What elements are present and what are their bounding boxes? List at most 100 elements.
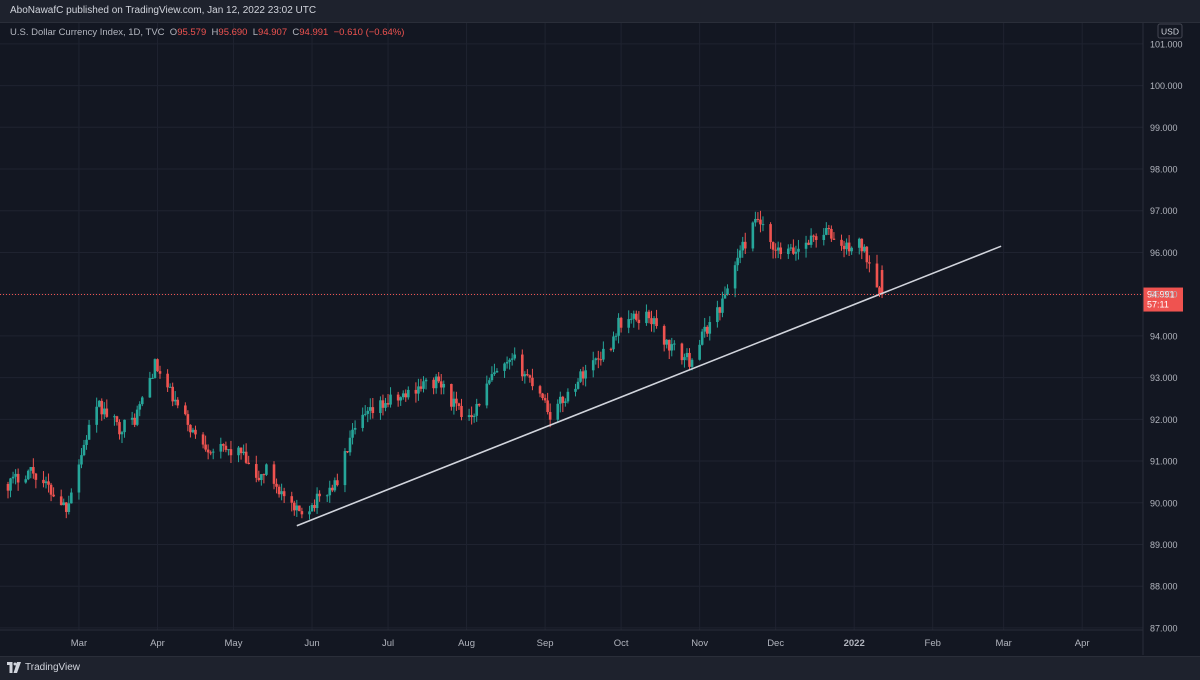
candle-body xyxy=(113,416,116,418)
time-axis-label: 2022 xyxy=(844,638,865,649)
price-axis-label: 101.000 xyxy=(1150,39,1183,49)
candle-body xyxy=(95,406,98,425)
candle-down xyxy=(743,232,747,254)
candle-body xyxy=(822,234,826,240)
header-bar: AboNawafC published on TradingView.com, … xyxy=(0,0,1200,23)
candle-down xyxy=(814,233,818,248)
candle-up xyxy=(652,316,656,333)
candle-up xyxy=(475,398,478,422)
candle-up xyxy=(579,369,582,383)
candle-body xyxy=(670,344,674,351)
candle-body xyxy=(363,413,367,415)
candle-body xyxy=(346,451,349,453)
candle-body xyxy=(683,357,686,361)
candle-up xyxy=(857,237,861,255)
candle-down xyxy=(520,349,524,381)
candle-body xyxy=(351,429,354,438)
time-axis-label: May xyxy=(225,638,243,649)
close-label: C xyxy=(292,27,300,38)
tradingview-logo-icon xyxy=(7,662,21,673)
candle-body xyxy=(743,241,747,249)
candle-body xyxy=(830,228,833,239)
candle-body xyxy=(348,437,352,453)
candle-body xyxy=(201,434,205,445)
candle-body xyxy=(401,393,405,398)
candle-body xyxy=(82,444,86,456)
candle-body xyxy=(204,444,207,450)
candle-down xyxy=(105,399,109,418)
candle-body xyxy=(282,491,286,497)
candle-down xyxy=(543,394,547,403)
candle-up xyxy=(789,243,793,252)
candle-up xyxy=(513,347,516,361)
candle-down xyxy=(827,224,831,235)
candle-down xyxy=(224,441,228,453)
candle-body xyxy=(457,403,461,406)
candle-body xyxy=(614,335,618,337)
candle-up xyxy=(434,373,438,394)
time-axis-label: Mar xyxy=(995,638,1011,649)
candle-down xyxy=(272,461,276,490)
candle-body xyxy=(840,239,843,246)
candle-body xyxy=(24,479,28,483)
candle-body xyxy=(209,452,212,454)
chart-grid xyxy=(0,23,1143,630)
candle-body xyxy=(115,416,119,423)
candle-body xyxy=(102,408,106,415)
candle-body xyxy=(716,307,719,323)
candle-body xyxy=(776,247,780,251)
candle-down xyxy=(457,402,461,410)
candle-up xyxy=(379,396,382,420)
candle-up xyxy=(120,430,124,444)
candle-body xyxy=(561,396,565,403)
candle-body xyxy=(685,352,689,358)
chart-area[interactable]: 94.991 57:11 87.000 88.000 89.000 90.000 91.0… xyxy=(0,23,1200,655)
candle-down xyxy=(371,397,375,419)
tradingview-brand[interactable]: TradingView xyxy=(7,662,80,673)
candle-down xyxy=(330,484,334,493)
candle-body xyxy=(591,360,595,371)
candle-down xyxy=(254,455,258,483)
candle-body xyxy=(804,242,808,249)
candle-down xyxy=(414,382,418,403)
candle-body xyxy=(688,352,691,367)
candle-up xyxy=(366,406,370,423)
candle-body xyxy=(579,371,582,382)
candle-up xyxy=(467,408,471,421)
candle-down xyxy=(561,395,565,413)
candle-down xyxy=(34,472,38,489)
candle-body xyxy=(850,247,853,252)
time-axis-label: Sep xyxy=(537,638,554,649)
high-value: 95.690 xyxy=(218,27,248,38)
candle-up xyxy=(723,286,727,299)
candle-body xyxy=(361,414,364,428)
candle-body xyxy=(277,486,281,495)
candle-up xyxy=(645,304,648,326)
candle-body xyxy=(602,348,605,360)
open-label: O xyxy=(169,27,178,38)
candle-body xyxy=(424,379,428,382)
candle-body xyxy=(807,242,810,245)
candle-up xyxy=(363,405,367,417)
price-axis-label: 90.000 xyxy=(1150,498,1178,508)
candle-down xyxy=(201,432,205,449)
candle-body xyxy=(832,238,836,240)
candle-body xyxy=(439,381,443,388)
candle-up xyxy=(417,378,420,401)
candle-up xyxy=(237,445,240,463)
chart-axes: 87.000 88.000 89.000 90.000 91.000 92.000 93.0… xyxy=(0,23,1183,655)
candle-down xyxy=(239,447,243,460)
candle-body xyxy=(673,343,676,345)
candle-body xyxy=(574,388,577,392)
candle-down xyxy=(655,309,658,329)
candle-up xyxy=(211,448,215,460)
candle-up xyxy=(632,310,636,328)
candle-body xyxy=(381,400,385,408)
brand-name: TradingView xyxy=(25,662,81,673)
candle-body xyxy=(503,363,506,371)
candle-up xyxy=(130,411,134,425)
candle-down xyxy=(792,239,795,255)
candle-up xyxy=(26,469,30,481)
